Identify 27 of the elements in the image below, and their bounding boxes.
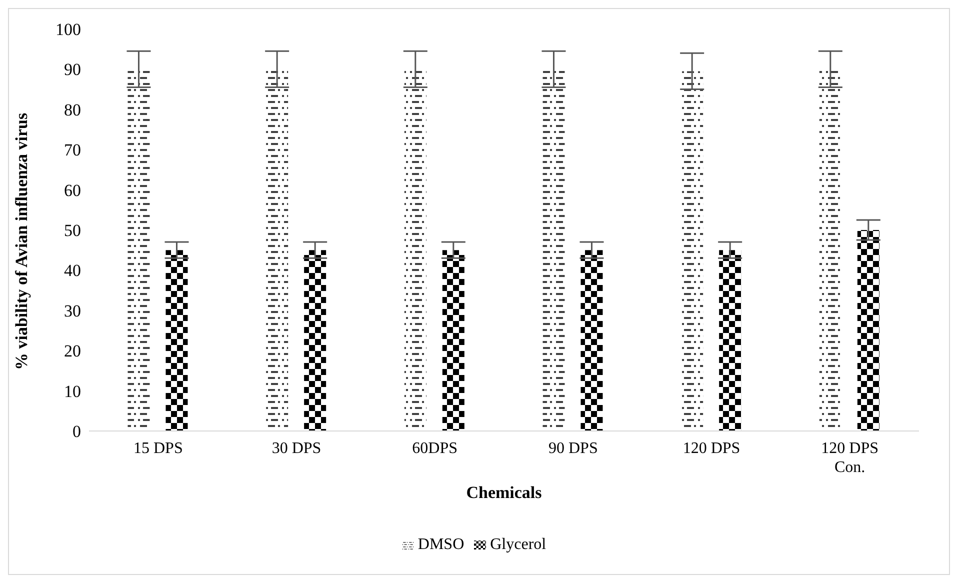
bar (304, 250, 326, 431)
x-axis-title: Chemicals (466, 483, 542, 502)
x-tick-label: 120 DPS Con. (821, 440, 879, 476)
x-tick-label: 120 DPS (682, 440, 740, 457)
bar (719, 250, 742, 431)
y-tick-label: 50 (64, 221, 81, 240)
y-tick-label: 20 (64, 342, 81, 361)
y-tick-label: 70 (64, 140, 81, 160)
y-tick-label: 10 (64, 382, 81, 401)
y-axis-title: % viability of Avian influenza virus (12, 112, 32, 370)
bar (857, 230, 880, 431)
x-tick-label: 90 DPS (548, 440, 598, 457)
x-tick-label: 30 DPS (272, 440, 322, 457)
y-tick-label: 30 (64, 301, 81, 320)
y-tick-label: 80 (64, 100, 81, 120)
y-tick-label: 0 (72, 422, 81, 442)
x-tick-label: 15 DPS (133, 440, 183, 457)
x-tick-label: 60DPS (412, 440, 458, 457)
y-tick-label: 100 (56, 20, 81, 40)
y-tick-label: 60 (64, 180, 81, 200)
bar (580, 250, 603, 431)
legend-label: Glycerol (490, 536, 546, 553)
y-tick-label: 40 (64, 261, 81, 280)
y-tick-label: 90 (64, 60, 81, 80)
bar (166, 250, 188, 431)
legend-label: DMSO (418, 536, 464, 553)
bar (442, 250, 464, 431)
